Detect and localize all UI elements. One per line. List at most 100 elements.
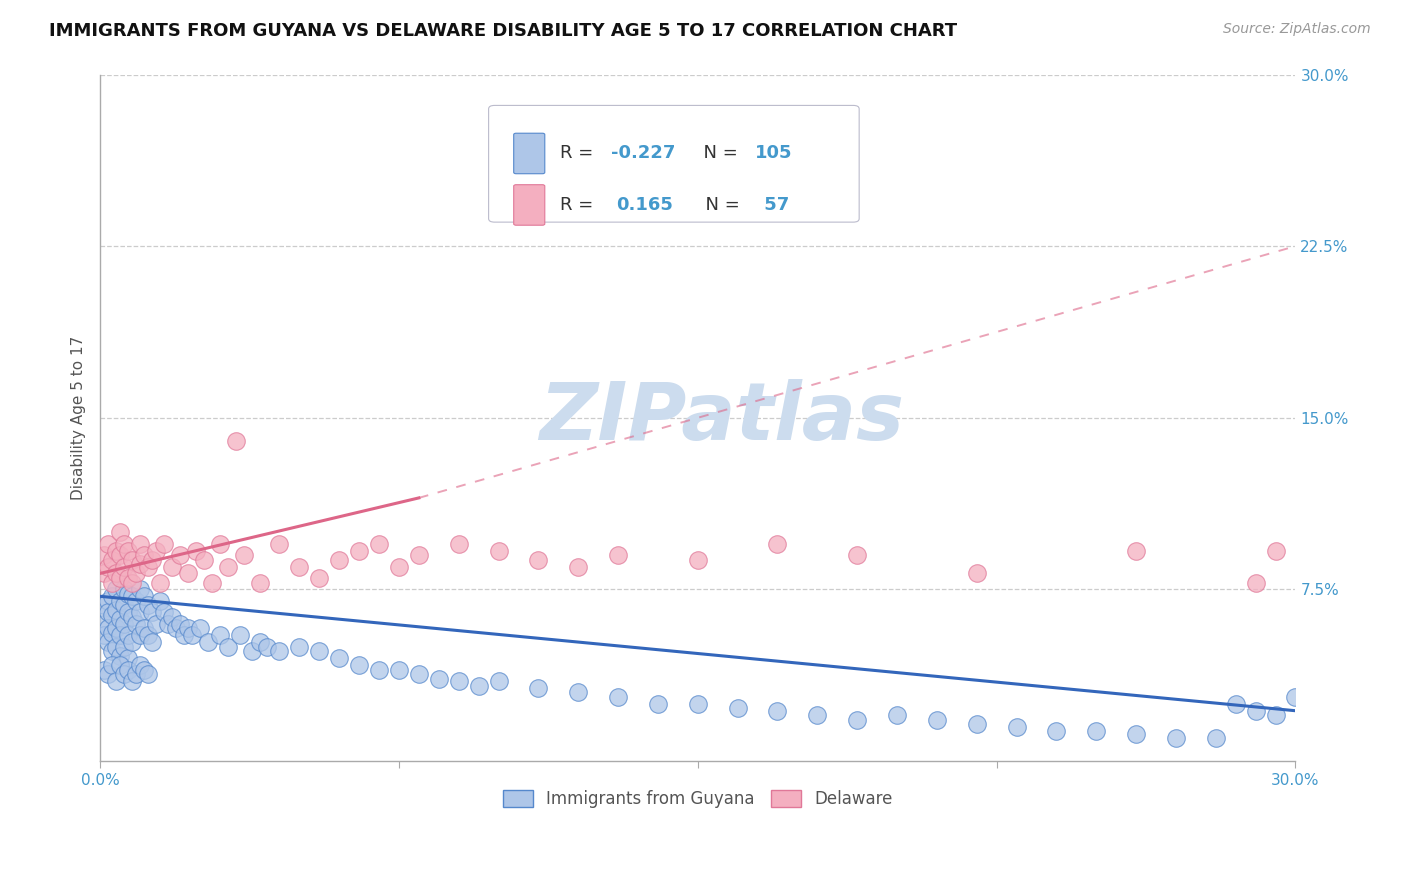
Point <box>105 640 128 654</box>
Point <box>232 548 254 562</box>
Point <box>117 651 139 665</box>
Point <box>129 628 152 642</box>
Point <box>101 590 124 604</box>
FancyBboxPatch shape <box>513 133 544 174</box>
Point <box>149 594 172 608</box>
Point <box>208 628 231 642</box>
Point <box>108 525 131 540</box>
Point <box>93 628 115 642</box>
Point <box>117 543 139 558</box>
Point <box>97 667 120 681</box>
Point <box>97 605 120 619</box>
Point <box>197 635 219 649</box>
Point <box>112 640 135 654</box>
Point <box>108 571 131 585</box>
Point <box>567 559 589 574</box>
Point <box>129 582 152 597</box>
Point <box>93 548 115 562</box>
Text: N =: N = <box>695 196 745 214</box>
Point <box>93 663 115 677</box>
Point <box>129 605 152 619</box>
Point <box>647 697 669 711</box>
Point <box>105 673 128 688</box>
Point <box>93 599 115 613</box>
Point <box>607 548 630 562</box>
Point <box>1264 543 1286 558</box>
Point <box>1284 690 1306 704</box>
Text: 105: 105 <box>755 145 793 162</box>
Point <box>108 612 131 626</box>
Point <box>132 621 155 635</box>
Point <box>488 543 510 558</box>
Point <box>388 663 411 677</box>
Point <box>108 657 131 672</box>
Point <box>121 590 143 604</box>
Point <box>156 616 179 631</box>
Point <box>427 672 450 686</box>
Point <box>886 708 908 723</box>
Point <box>727 701 749 715</box>
Point <box>121 673 143 688</box>
Point <box>467 679 489 693</box>
Point <box>101 575 124 590</box>
Point <box>141 605 163 619</box>
Point <box>686 552 709 566</box>
Point <box>173 628 195 642</box>
Point <box>846 548 869 562</box>
Point <box>288 559 311 574</box>
Point <box>125 594 148 608</box>
Point <box>165 621 187 635</box>
Point <box>328 651 350 665</box>
Point <box>256 640 278 654</box>
Point <box>567 685 589 699</box>
Point <box>132 548 155 562</box>
Point <box>153 536 176 550</box>
Point <box>108 594 131 608</box>
Point <box>153 605 176 619</box>
Point <box>108 548 131 562</box>
Point <box>112 616 135 631</box>
Point <box>93 616 115 631</box>
Text: R =: R = <box>561 145 599 162</box>
Point <box>97 594 120 608</box>
Text: -0.227: -0.227 <box>610 145 675 162</box>
Point <box>527 681 550 695</box>
Point <box>132 663 155 677</box>
Point <box>217 640 239 654</box>
Point <box>806 708 828 723</box>
Point <box>447 673 470 688</box>
Text: IMMIGRANTS FROM GUYANA VS DELAWARE DISABILITY AGE 5 TO 17 CORRELATION CHART: IMMIGRANTS FROM GUYANA VS DELAWARE DISAB… <box>49 22 957 40</box>
Point <box>1164 731 1187 746</box>
Text: N =: N = <box>692 145 744 162</box>
Point <box>766 704 789 718</box>
Point <box>225 434 247 448</box>
Point <box>117 628 139 642</box>
Point <box>97 635 120 649</box>
Point <box>112 559 135 574</box>
Point <box>105 603 128 617</box>
Point <box>132 590 155 604</box>
Point <box>121 610 143 624</box>
Y-axis label: Disability Age 5 to 17: Disability Age 5 to 17 <box>72 335 86 500</box>
Point <box>136 667 159 681</box>
Point <box>408 667 430 681</box>
FancyBboxPatch shape <box>489 105 859 222</box>
Point <box>145 543 167 558</box>
Point <box>145 616 167 631</box>
Point <box>101 552 124 566</box>
Point <box>1244 575 1267 590</box>
Point <box>125 616 148 631</box>
Text: R =: R = <box>561 196 605 214</box>
Point <box>488 673 510 688</box>
Point <box>447 536 470 550</box>
Point <box>97 536 120 550</box>
Point <box>308 644 330 658</box>
Point <box>368 663 391 677</box>
Point <box>240 644 263 658</box>
Point <box>112 667 135 681</box>
Point <box>101 607 124 622</box>
Point <box>269 536 291 550</box>
Point <box>105 566 128 581</box>
Point <box>686 697 709 711</box>
Point <box>149 575 172 590</box>
